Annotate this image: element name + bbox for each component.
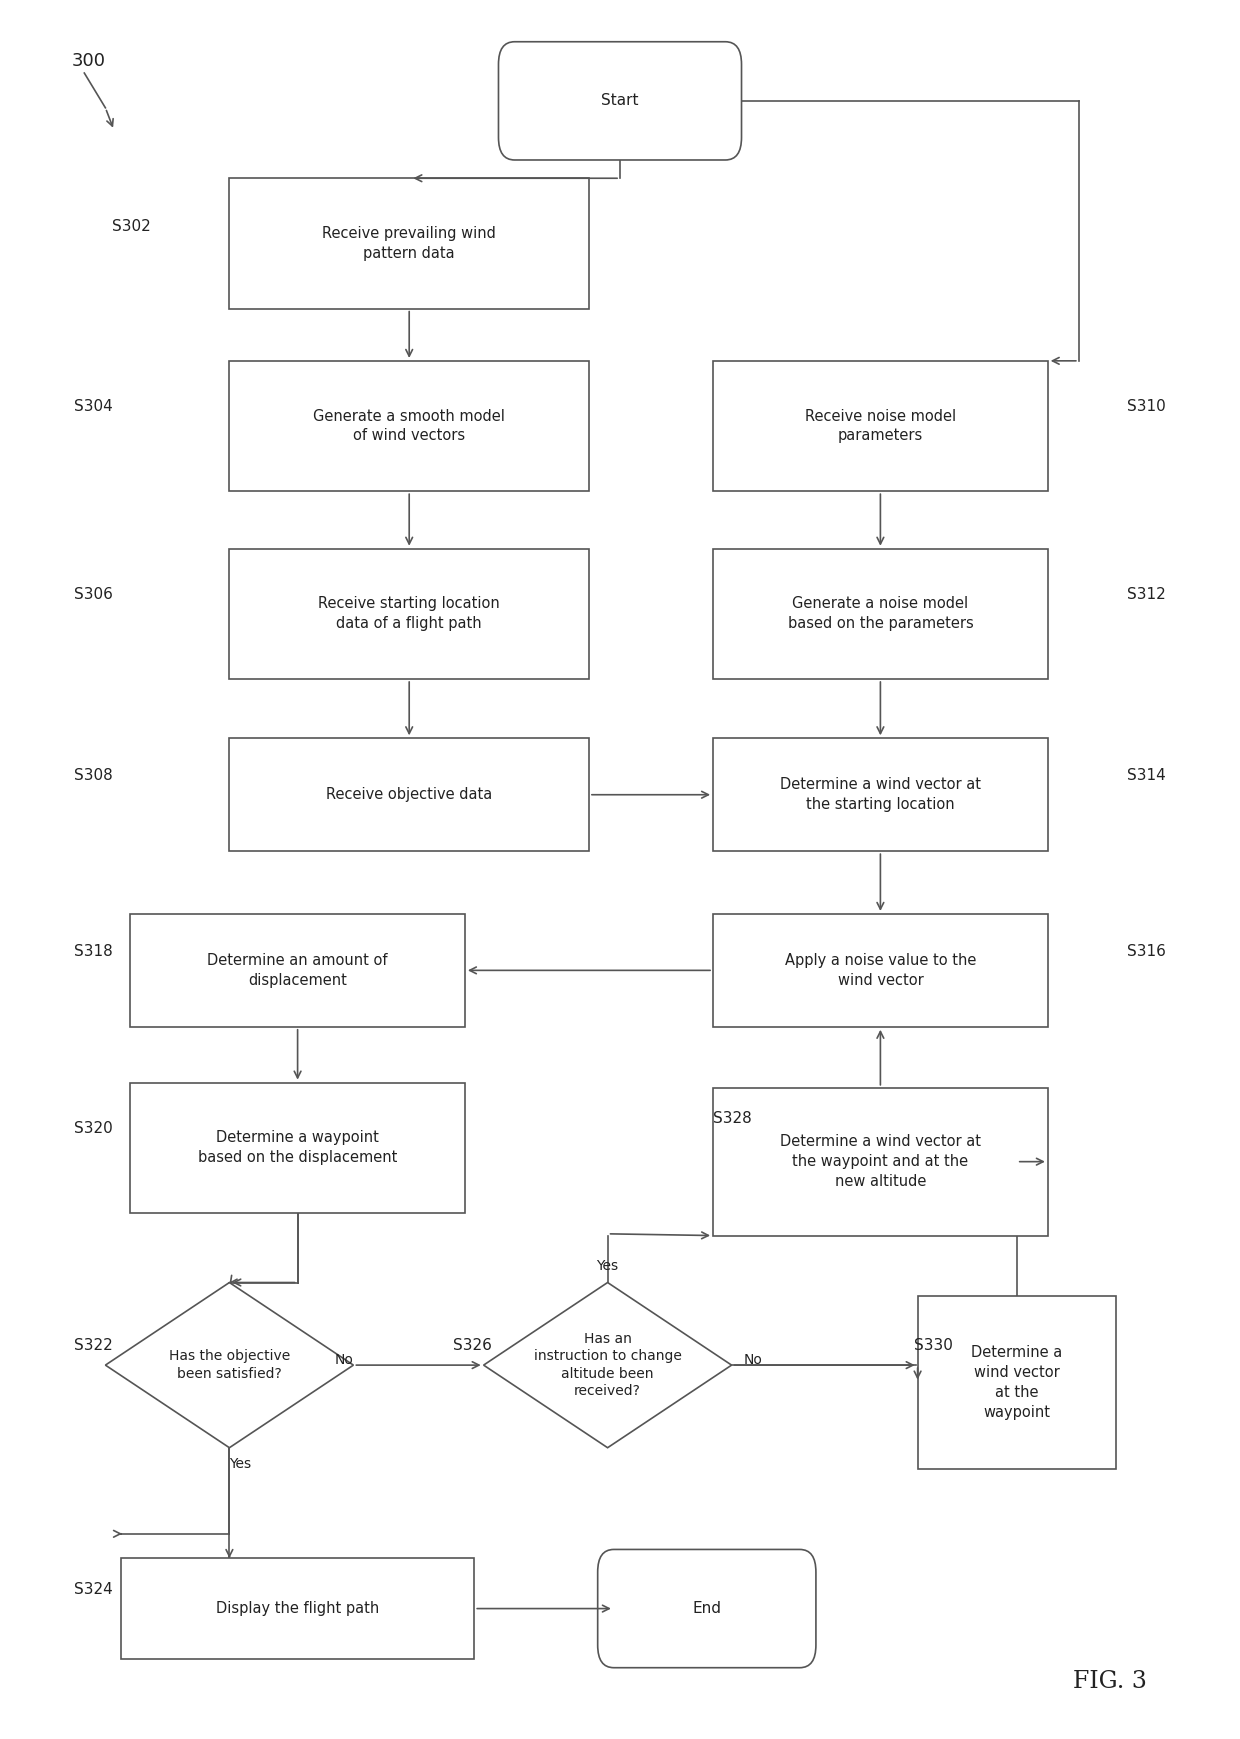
Text: S316: S316 <box>1127 944 1166 958</box>
FancyBboxPatch shape <box>598 1549 816 1668</box>
Text: Receive starting location
data of a flight path: Receive starting location data of a flig… <box>319 596 500 631</box>
Text: S328: S328 <box>713 1111 751 1125</box>
Text: No: No <box>335 1353 353 1367</box>
FancyBboxPatch shape <box>713 1089 1048 1235</box>
Polygon shape <box>484 1283 732 1447</box>
Text: S314: S314 <box>1127 769 1166 783</box>
FancyBboxPatch shape <box>713 915 1048 1026</box>
Text: S310: S310 <box>1127 400 1166 414</box>
Text: Generate a noise model
based on the parameters: Generate a noise model based on the para… <box>787 596 973 631</box>
Text: S306: S306 <box>74 588 113 602</box>
FancyBboxPatch shape <box>229 179 589 308</box>
Text: Start: Start <box>601 94 639 108</box>
Text: Apply a noise value to the
wind vector: Apply a noise value to the wind vector <box>785 953 976 988</box>
Text: 300: 300 <box>72 52 105 70</box>
Text: Receive objective data: Receive objective data <box>326 788 492 802</box>
Text: Yes: Yes <box>596 1259 619 1273</box>
Polygon shape <box>105 1283 353 1447</box>
Text: Yes: Yes <box>229 1457 252 1471</box>
FancyBboxPatch shape <box>713 737 1048 850</box>
FancyBboxPatch shape <box>122 1558 474 1659</box>
Text: Has an
instruction to change
altitude been
received?: Has an instruction to change altitude be… <box>533 1332 682 1398</box>
Text: S318: S318 <box>74 944 113 958</box>
Text: S326: S326 <box>453 1339 491 1353</box>
Text: FIG. 3: FIG. 3 <box>1073 1669 1147 1694</box>
Text: S330: S330 <box>914 1339 952 1353</box>
Text: S324: S324 <box>74 1582 113 1596</box>
FancyBboxPatch shape <box>498 42 742 160</box>
Text: Determine an amount of
displacement: Determine an amount of displacement <box>207 953 388 988</box>
Text: S322: S322 <box>74 1339 113 1353</box>
Text: Receive noise model
parameters: Receive noise model parameters <box>805 409 956 443</box>
FancyBboxPatch shape <box>229 550 589 678</box>
Text: S312: S312 <box>1127 588 1166 602</box>
Text: End: End <box>692 1602 722 1616</box>
Text: Has the objective
been satisfied?: Has the objective been satisfied? <box>169 1349 290 1381</box>
Text: Receive prevailing wind
pattern data: Receive prevailing wind pattern data <box>322 226 496 261</box>
Text: Display the flight path: Display the flight path <box>216 1602 379 1616</box>
FancyBboxPatch shape <box>229 362 589 490</box>
FancyBboxPatch shape <box>918 1296 1116 1469</box>
FancyBboxPatch shape <box>130 915 465 1026</box>
Text: Determine a
wind vector
at the
waypoint: Determine a wind vector at the waypoint <box>971 1346 1063 1419</box>
Text: S304: S304 <box>74 400 113 414</box>
Text: No: No <box>744 1353 763 1367</box>
FancyBboxPatch shape <box>130 1082 465 1212</box>
FancyBboxPatch shape <box>713 550 1048 678</box>
FancyBboxPatch shape <box>713 362 1048 490</box>
Text: S320: S320 <box>74 1122 113 1136</box>
Text: Determine a waypoint
based on the displacement: Determine a waypoint based on the displa… <box>198 1130 397 1165</box>
Text: S302: S302 <box>112 219 150 233</box>
Text: Generate a smooth model
of wind vectors: Generate a smooth model of wind vectors <box>314 409 505 443</box>
Text: Determine a wind vector at
the waypoint and at the
new altitude: Determine a wind vector at the waypoint … <box>780 1134 981 1189</box>
Text: Determine a wind vector at
the starting location: Determine a wind vector at the starting … <box>780 777 981 812</box>
FancyBboxPatch shape <box>229 737 589 850</box>
Text: S308: S308 <box>74 769 113 783</box>
